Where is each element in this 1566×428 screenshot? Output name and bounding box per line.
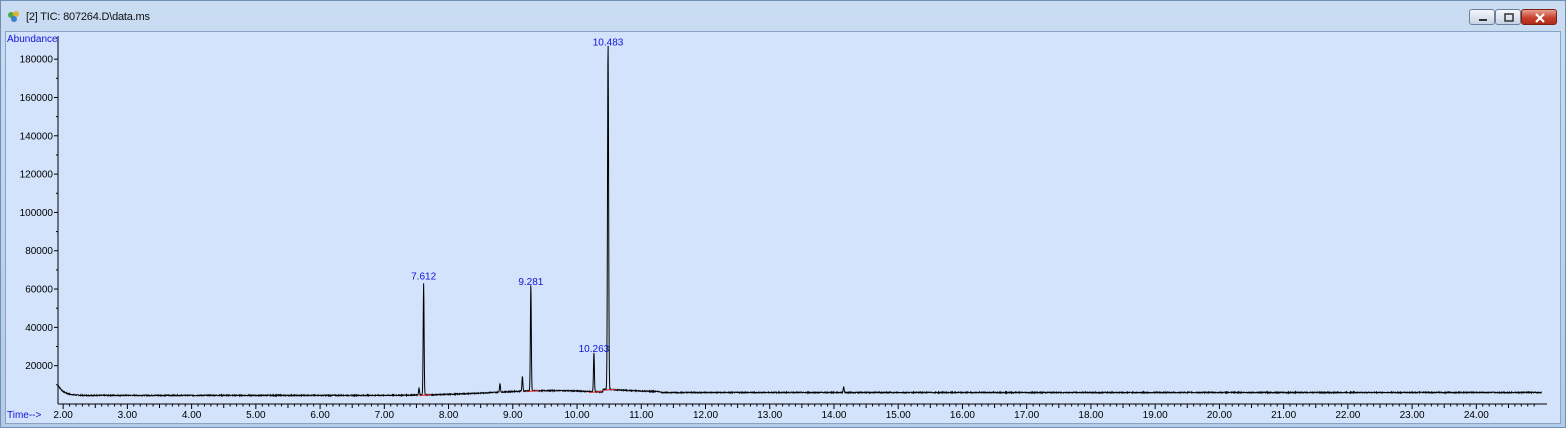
peak-label: 9.281 xyxy=(518,277,543,288)
peak-label: 7.612 xyxy=(411,271,436,282)
x-tick-label: 8.00 xyxy=(439,410,459,421)
x-tick-label: 4.00 xyxy=(182,410,202,421)
x-tick-label: 11.00 xyxy=(629,410,654,421)
x-tick-label: 2.00 xyxy=(53,410,73,421)
x-tick-label: 5.00 xyxy=(246,410,266,421)
y-tick-label: 40000 xyxy=(25,323,53,334)
chromatogram-plot-area[interactable]: Abundance Time--> 20000 40000 60000 80000 1000… xyxy=(5,31,1561,424)
maximize-icon xyxy=(1504,13,1514,22)
x-tick-label: 18.00 xyxy=(1078,410,1103,421)
peak-label: 10.263 xyxy=(579,344,610,355)
x-tick-label: 12.00 xyxy=(693,410,718,421)
close-icon xyxy=(1535,13,1545,23)
x-tick-label: 3.00 xyxy=(118,410,138,421)
integration-baseline xyxy=(589,390,602,393)
chromatogram-app-icon xyxy=(8,11,19,22)
x-tick-label: 10.00 xyxy=(565,410,590,421)
minimize-icon xyxy=(1479,19,1487,21)
peak-label: 10.483 xyxy=(593,38,624,49)
integration-baseline xyxy=(603,388,616,391)
x-tick-label: 19.00 xyxy=(1143,410,1168,421)
window-title: [2] TIC: 807264.D\data.ms xyxy=(26,11,150,23)
maximize-button[interactable] xyxy=(1495,9,1521,25)
x-tick-label: 9.00 xyxy=(503,410,523,421)
tic-trace xyxy=(57,45,1542,398)
x-tick-label: 23.00 xyxy=(1400,410,1425,421)
y-tick-label: 60000 xyxy=(25,285,53,296)
x-tick-label: 6.00 xyxy=(310,410,330,421)
x-tick-label: 13.00 xyxy=(757,410,782,421)
title-bar[interactable]: [2] TIC: 807264.D\data.ms xyxy=(1,1,1565,31)
y-tick-label: 120000 xyxy=(20,170,54,181)
y-tick-label: 100000 xyxy=(20,208,54,219)
integration-baseline xyxy=(419,394,432,397)
y-tick-label: 180000 xyxy=(20,55,54,66)
x-tick-label: 21.00 xyxy=(1271,410,1296,421)
y-tick-label: 160000 xyxy=(20,93,54,104)
x-tick-label: 15.00 xyxy=(886,410,911,421)
y-tick-label: 80000 xyxy=(25,246,53,257)
x-tick-label: 7.00 xyxy=(375,410,395,421)
x-tick-label: 16.00 xyxy=(950,410,975,421)
x-tick-label: 20.00 xyxy=(1207,410,1232,421)
integration-baseline xyxy=(526,390,539,393)
close-button[interactable] xyxy=(1521,9,1557,25)
x-axis-label: Time--> xyxy=(7,410,42,421)
x-tick-label: 17.00 xyxy=(1014,410,1039,421)
y-tick-label: 20000 xyxy=(25,361,53,372)
minimize-button[interactable] xyxy=(1469,9,1495,25)
y-tick-label: 140000 xyxy=(20,131,54,142)
x-tick-label: 24.00 xyxy=(1464,410,1489,421)
tic-chromatogram-chart: Abundance Time--> 20000 40000 60000 80000 1000… xyxy=(7,34,1547,421)
x-tick-label: 22.00 xyxy=(1335,410,1360,421)
x-tick-label: 14.00 xyxy=(821,410,846,421)
y-axis-label: Abundance xyxy=(7,34,58,45)
